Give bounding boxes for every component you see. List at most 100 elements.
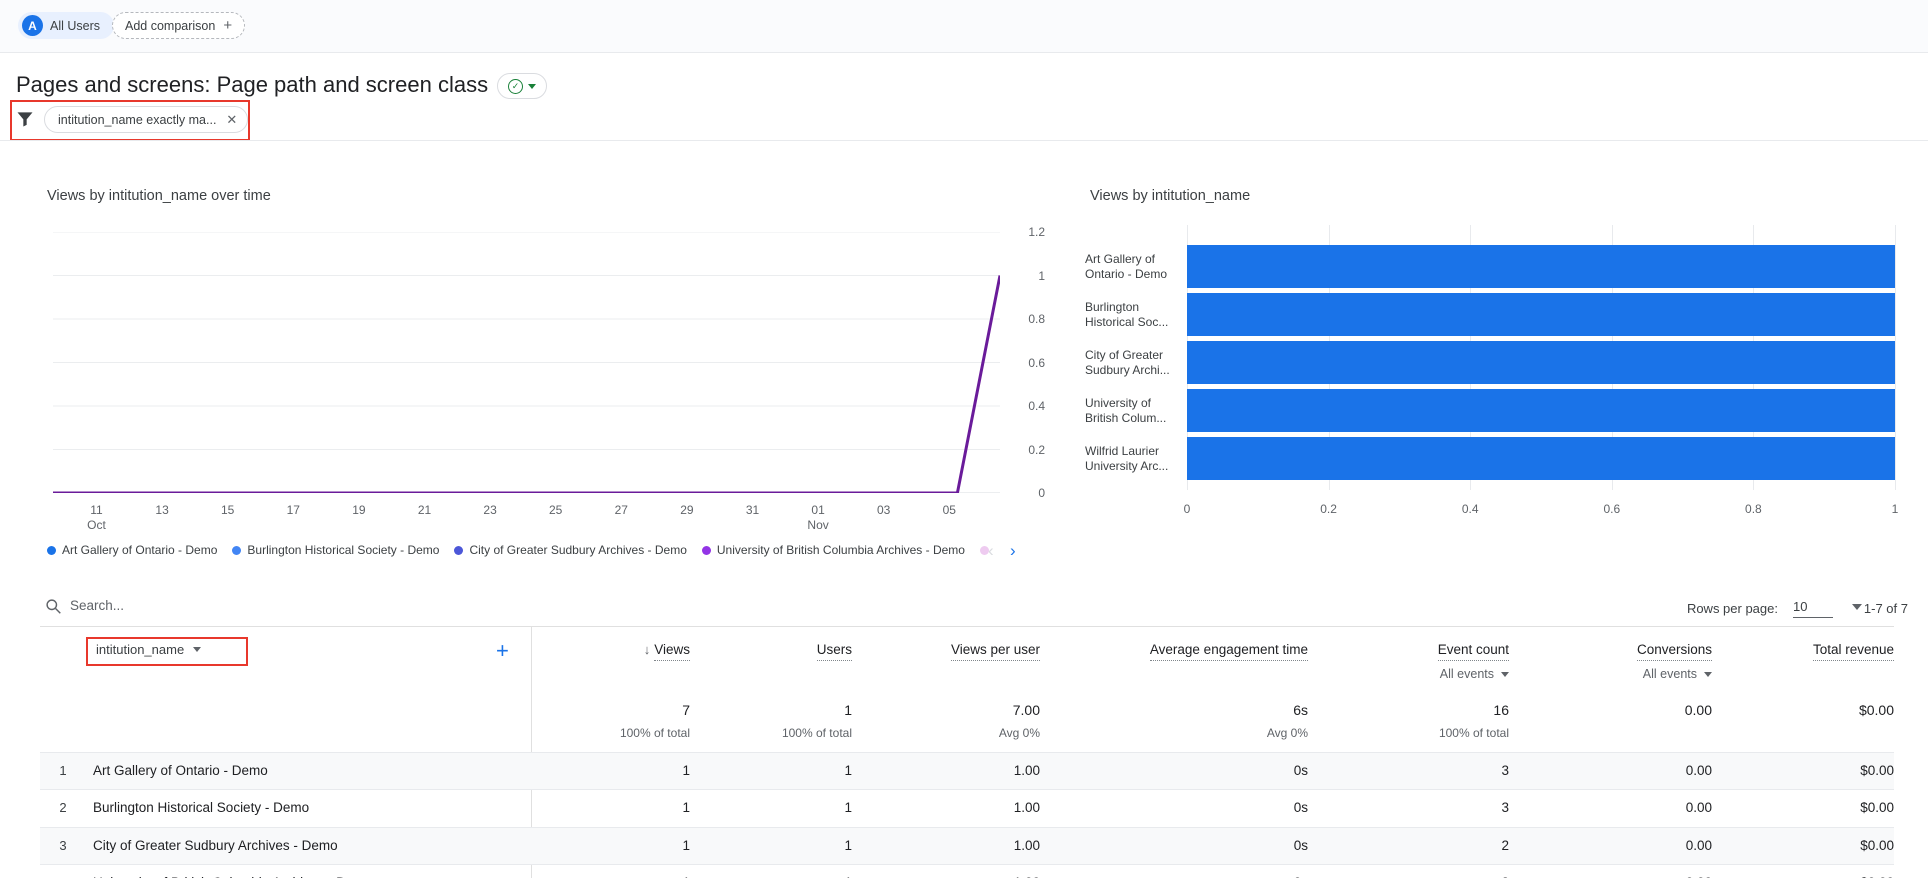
event-selector[interactable]: All events — [1643, 667, 1712, 681]
row-metric-value: 3 — [1501, 763, 1509, 778]
x-axis-tick: 05 — [929, 503, 969, 518]
bar — [1187, 389, 1895, 432]
legend-dot-icon — [702, 546, 711, 555]
legend-label: Art Gallery of Ontario - Demo — [62, 543, 217, 557]
row-metric-value: 0s — [1294, 838, 1308, 853]
add-comparison-label: Add comparison — [125, 19, 215, 33]
report-status-badge[interactable]: ✓ — [497, 73, 547, 99]
legend-label: University of British Columbia Archives … — [717, 543, 965, 557]
row-metric-value: 0.00 — [1686, 838, 1712, 853]
column-header-label: Users — [817, 642, 852, 661]
row-metric-value: 1 — [844, 838, 852, 853]
search-icon — [45, 598, 62, 615]
line-chart-legend: Art Gallery of Ontario - Demo Burlington … — [47, 543, 989, 557]
column-header-conversions[interactable]: Conversions — [1637, 641, 1712, 661]
totals-sublabel: 100% of total — [782, 726, 852, 740]
row-metric-value: 2 — [1501, 838, 1509, 853]
column-header-total-revenue[interactable]: Total revenue — [1813, 641, 1894, 661]
add-column-button[interactable]: + — [496, 638, 509, 664]
row-metric-value: 1.00 — [1014, 838, 1040, 853]
row-metric-value: 0s — [1294, 763, 1308, 778]
totals-value: 7.00 — [1013, 702, 1040, 718]
all-users-label: All Users — [50, 19, 100, 33]
legend-next-button[interactable]: › — [1010, 541, 1016, 561]
legend-dot-icon — [454, 546, 463, 555]
filter-funnel-icon — [15, 109, 35, 129]
y-axis-tick: 1.2 — [1005, 225, 1045, 239]
bar — [1187, 293, 1895, 336]
add-comparison-button[interactable]: Add comparison + — [112, 12, 245, 39]
bar-category-label: University ofBritish Colum... — [1085, 396, 1183, 426]
row-metric-value: 1 — [682, 800, 690, 815]
row-metric-value: 0.00 — [1686, 763, 1712, 778]
totals-value: 7 — [682, 702, 690, 718]
x-axis-tick: 17 — [273, 503, 313, 518]
totals-value: 6s — [1293, 702, 1308, 718]
table-row: 1Art Gallery of Ontario - Demo111.000s30… — [40, 752, 1894, 790]
column-header-label: Average engagement time — [1150, 642, 1308, 661]
row-index: 1 — [54, 763, 72, 778]
chevron-down-icon — [1501, 672, 1509, 677]
event-selector-label: All events — [1643, 667, 1697, 681]
totals-value: 16 — [1493, 702, 1509, 718]
x-axis-tick: 19 — [339, 503, 379, 518]
column-header-label: Total revenue — [1813, 642, 1894, 661]
table-row: 3City of Greater Sudbury Archives - Demo… — [40, 827, 1894, 865]
x-axis-tick: 25 — [536, 503, 576, 518]
totals-value: 1 — [844, 702, 852, 718]
legend-label: Burlington Historical Society - Demo — [247, 543, 439, 557]
bar-category-label: Art Gallery ofOntario - Demo — [1085, 252, 1183, 282]
event-selector[interactable]: All events — [1440, 667, 1509, 681]
row-metric-value: $0.00 — [1860, 763, 1894, 778]
totals-value: $0.00 — [1859, 702, 1894, 718]
x-axis-tick: 0 — [1167, 502, 1207, 516]
column-header-users[interactable]: Users — [817, 641, 852, 661]
x-axis-tick: 0.4 — [1450, 502, 1490, 516]
column-header-event-count[interactable]: Event count — [1438, 641, 1509, 661]
bar-category-label: Wilfrid LaurierUniversity Arc... — [1085, 444, 1183, 474]
row-metric-value: 1 — [682, 838, 690, 853]
rows-per-page-select[interactable]: 10 — [1793, 599, 1833, 618]
chevron-down-icon — [1704, 672, 1712, 677]
row-metric-value: 1 — [844, 800, 852, 815]
line-chart-title: Views by intitution_name over time — [47, 188, 271, 204]
column-header-views[interactable]: ↓Views — [644, 641, 690, 661]
table-row: 4University of British Columbia Archives… — [40, 864, 1894, 878]
divider — [40, 626, 1894, 627]
filter-chip[interactable]: intitution_name exactly ma... ✕ — [44, 106, 248, 133]
row-metric-value: 1 — [844, 763, 852, 778]
chevron-down-icon[interactable] — [1852, 604, 1862, 610]
plus-icon: + — [223, 17, 232, 34]
dimension-selector[interactable]: intitution_name — [96, 642, 201, 657]
x-axis-tick: 15 — [208, 503, 248, 518]
column-header-average-engagement-time[interactable]: Average engagement time — [1150, 641, 1308, 661]
bar — [1187, 341, 1895, 384]
row-metric-value: $0.00 — [1860, 800, 1894, 815]
bar-category-label: BurlingtonHistorical Soc... — [1085, 300, 1183, 330]
totals-value: 0.00 — [1685, 702, 1712, 718]
x-axis-tick: 0.8 — [1733, 502, 1773, 516]
x-axis-tick: 27 — [601, 503, 641, 518]
bar-chart-plot — [1187, 225, 1895, 490]
all-users-chip[interactable]: A All Users — [18, 12, 114, 39]
y-axis-tick: 0.6 — [1005, 356, 1045, 370]
remove-filter-icon[interactable]: ✕ — [226, 112, 237, 128]
legend-item: Art Gallery of Ontario - Demo — [47, 543, 217, 557]
x-axis-tick: 31 — [733, 503, 773, 518]
y-axis-tick: 0.4 — [1005, 399, 1045, 413]
x-axis-tick: 11Oct — [77, 503, 117, 533]
legend-dot-icon — [47, 546, 56, 555]
pagination-range: 1-7 of 7 — [1864, 601, 1908, 616]
column-header-label: Views — [654, 642, 690, 661]
bar — [1187, 437, 1895, 480]
y-axis-tick: 0.2 — [1005, 443, 1045, 457]
totals-sublabel: Avg 0% — [1267, 726, 1308, 740]
column-header-views-per-user[interactable]: Views per user — [951, 641, 1040, 661]
search-input[interactable] — [70, 598, 470, 613]
event-selector-label: All events — [1440, 667, 1494, 681]
totals-sublabel: 100% of total — [1439, 726, 1509, 740]
rows-per-page-label: Rows per page: — [1687, 601, 1778, 616]
legend-prev-button[interactable]: ‹ — [988, 541, 994, 561]
legend-label: City of Greater Sudbury Archives - Demo — [469, 543, 686, 557]
legend-item: University of British Columbia Archives … — [702, 543, 965, 557]
